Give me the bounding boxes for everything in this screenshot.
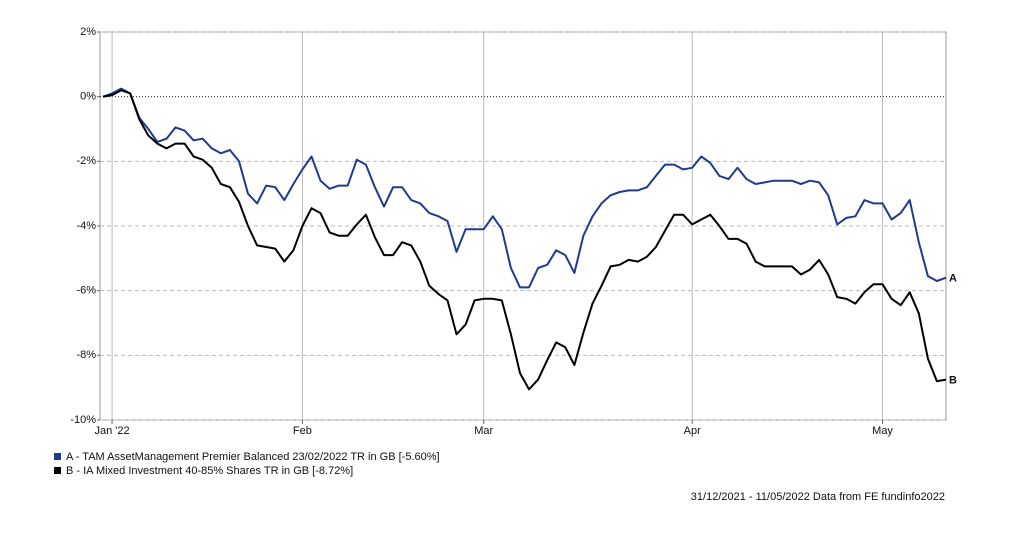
series-line (102, 87, 947, 289)
x-tick-label: Jan '22 (94, 425, 129, 437)
y-tick-label: 2% (80, 26, 96, 38)
end-label: A (949, 273, 957, 285)
x-tick-label: Feb (293, 425, 312, 437)
legend-label: A - TAM AssetManagement Premier Balanced… (66, 451, 440, 463)
x-tick-label: May (872, 425, 893, 437)
y-tick-label: 0% (80, 91, 96, 103)
y-tick-label: -2% (76, 155, 96, 167)
legend-label: B - IA Mixed Investment 40-85% Shares TR… (66, 465, 353, 477)
legend-swatch (54, 453, 61, 460)
y-tick-label: -10% (70, 414, 96, 426)
footnote: 31/12/2021 - 11/05/2022 Data from FE fun… (691, 491, 945, 503)
y-tick-label: -8% (76, 349, 96, 361)
end-label: B (949, 374, 957, 386)
y-tick-label: -4% (76, 220, 96, 232)
series-line (102, 89, 947, 391)
y-tick-label: -6% (76, 285, 96, 297)
x-tick-label: Apr (684, 425, 701, 437)
legend-swatch (54, 467, 61, 474)
x-tick-label: Mar (474, 425, 493, 437)
